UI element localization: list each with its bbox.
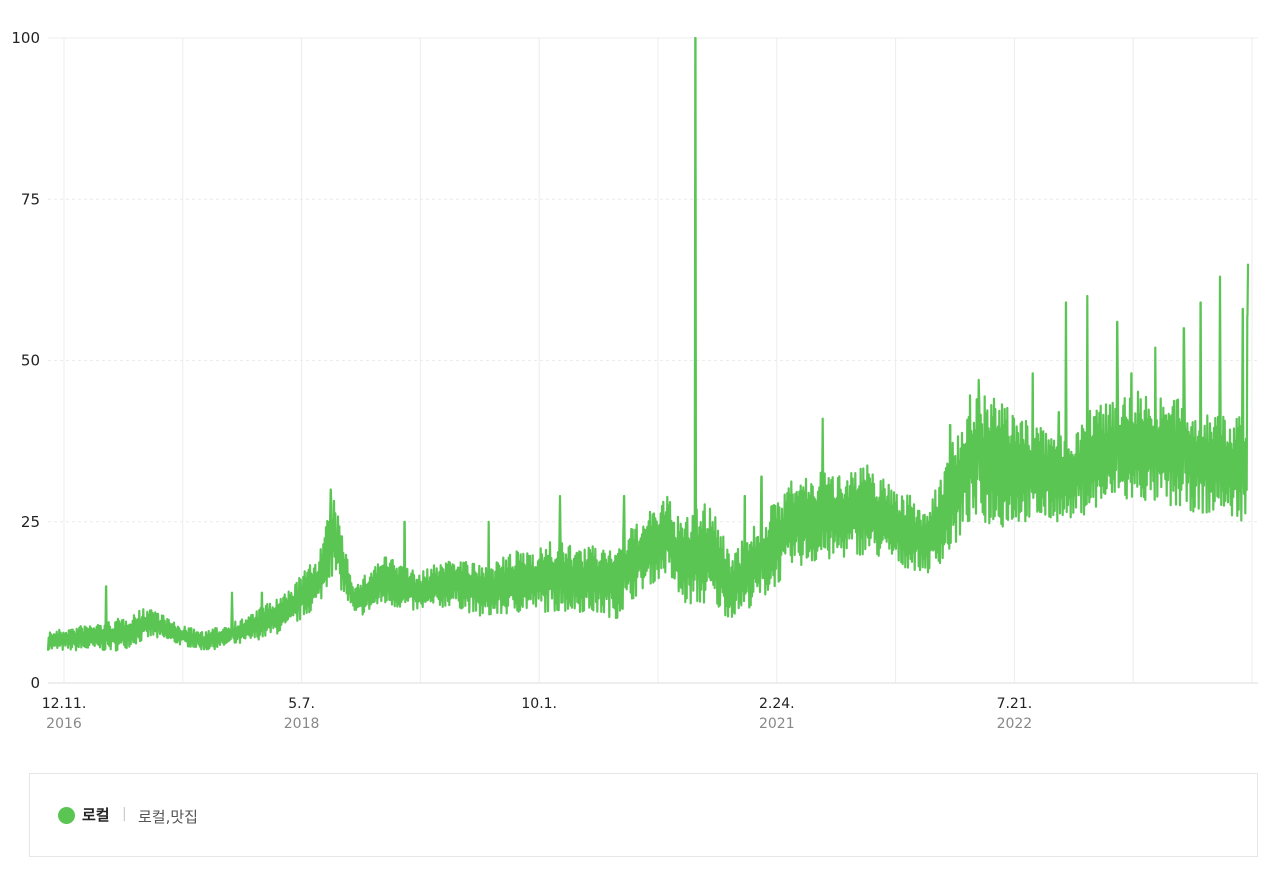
y-tick-label: 100 bbox=[11, 29, 40, 47]
y-tick-label: 0 bbox=[30, 674, 40, 692]
grid-lines bbox=[48, 37, 1258, 684]
x-tick-year: 2018 bbox=[284, 716, 320, 732]
series-group bbox=[46, 36, 1250, 652]
legend-color-dot bbox=[58, 807, 75, 824]
legend-series-name[interactable]: 로컬 bbox=[82, 806, 110, 824]
y-tick-label: 75 bbox=[21, 190, 40, 208]
trend-chart: 0 25 50 75 100 12.11. 2016 5.7. 2018 10.1. 2.24. 2… bbox=[11, 29, 1258, 732]
x-tick-year: 2021 bbox=[759, 716, 795, 732]
y-tick-label: 25 bbox=[21, 513, 40, 531]
x-tick-label: 2.24. bbox=[759, 696, 795, 712]
legend-series-terms: 로컬,맛집 bbox=[138, 808, 198, 826]
x-axis: 12.11. 2016 5.7. 2018 10.1. 2.24. 2021 7.21. 202… bbox=[42, 696, 1032, 732]
series-line-local bbox=[46, 36, 1250, 652]
x-tick-year: 2022 bbox=[997, 716, 1033, 732]
x-tick-year: 2016 bbox=[46, 716, 82, 732]
legend-separator: | bbox=[122, 806, 127, 822]
x-tick-label: 7.21. bbox=[997, 696, 1033, 712]
y-tick-label: 50 bbox=[21, 352, 40, 370]
legend: 로컬 | 로컬,맛집 bbox=[29, 773, 1258, 857]
x-tick-label: 10.1. bbox=[521, 696, 557, 712]
y-axis: 0 25 50 75 100 bbox=[11, 29, 40, 692]
x-tick-label: 12.11. bbox=[42, 696, 87, 712]
x-tick-label: 5.7. bbox=[288, 696, 315, 712]
